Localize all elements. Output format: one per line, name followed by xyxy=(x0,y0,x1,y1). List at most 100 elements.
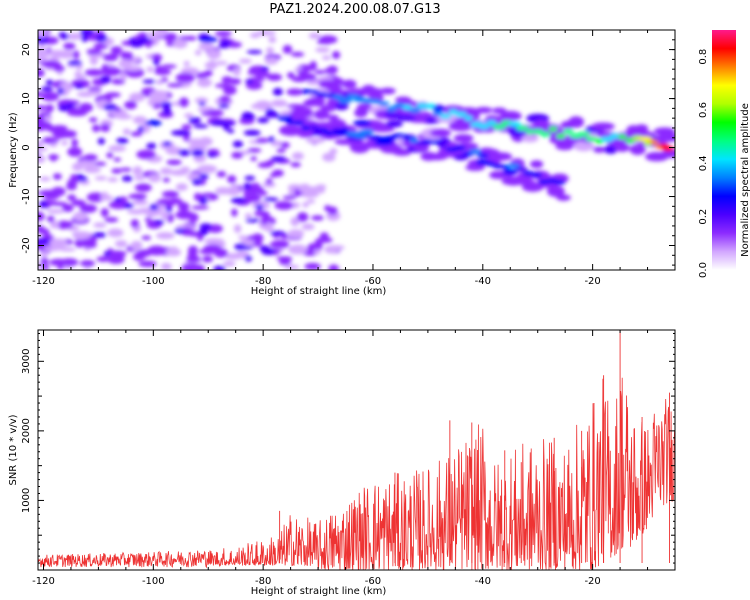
ridge-core xyxy=(625,138,635,144)
noise-speckle xyxy=(306,199,316,204)
noise-speckle-strong xyxy=(142,79,156,84)
ridge-core xyxy=(577,131,591,137)
noise-speckle xyxy=(136,149,156,160)
feature-blob xyxy=(311,129,325,136)
noise-speckle xyxy=(86,192,106,203)
noise-speckle xyxy=(132,116,147,125)
noise-speckle-strong xyxy=(270,156,287,162)
noise-speckle xyxy=(239,58,252,64)
noise-speckle xyxy=(198,42,214,51)
noise-speckle xyxy=(67,147,83,157)
ridge-core xyxy=(391,133,405,139)
heatmap-xtick-label: -20 xyxy=(584,276,600,287)
noise-speckle xyxy=(115,114,133,120)
noise-speckle xyxy=(38,115,45,125)
ridge-halo xyxy=(349,141,370,154)
noise-speckle-strong xyxy=(243,182,252,190)
noise-speckle xyxy=(86,48,102,55)
noise-speckle xyxy=(302,201,309,208)
noise-speckle xyxy=(255,137,270,143)
noise-speckle-strong xyxy=(38,37,50,44)
noise-speckle-strong xyxy=(237,245,253,251)
noise-speckle-strong xyxy=(146,142,157,150)
ridge-core xyxy=(548,126,558,132)
noise-speckle xyxy=(100,123,111,133)
noise-speckle xyxy=(147,97,156,107)
noise-speckle xyxy=(270,101,288,108)
snr-y-axis-label: SNR (10 * v/v) xyxy=(8,414,19,485)
noise-speckle xyxy=(148,174,162,183)
noise-speckle xyxy=(201,255,214,263)
noise-speckle xyxy=(168,197,183,205)
noise-speckle-strong xyxy=(92,232,107,238)
noise-speckle xyxy=(265,222,273,231)
noise-speckle xyxy=(114,240,128,248)
noise-speckle-strong xyxy=(229,78,242,85)
noise-speckle xyxy=(42,60,62,69)
noise-speckle xyxy=(91,124,101,133)
noise-speckle-strong xyxy=(76,173,84,180)
noise-speckle xyxy=(38,225,45,231)
ridge-halo xyxy=(326,83,342,93)
ridge-halo xyxy=(475,106,493,114)
noise-speckle xyxy=(67,110,88,117)
noise-speckle xyxy=(315,238,324,245)
noise-speckle xyxy=(119,167,132,172)
heatmap-ytick-label: 20 xyxy=(21,43,32,56)
noise-speckle xyxy=(282,195,297,200)
noise-speckle xyxy=(184,113,194,119)
noise-speckle xyxy=(231,208,238,217)
ridge-core xyxy=(346,93,360,99)
noise-speckle xyxy=(72,50,80,60)
noise-speckle xyxy=(71,138,79,147)
colorbar-label: Normalized spectral amplitude xyxy=(740,103,750,257)
noise-speckle xyxy=(54,220,74,230)
ridge-core xyxy=(308,124,319,130)
ridge-core xyxy=(508,121,522,127)
noise-speckle-strong xyxy=(178,149,191,157)
ridge-halo xyxy=(546,185,565,197)
ridge-core xyxy=(393,102,406,108)
noise-speckle-strong xyxy=(246,49,263,55)
noise-speckle xyxy=(46,209,65,214)
noise-speckle-strong xyxy=(193,124,209,129)
ridge-halo xyxy=(342,79,357,89)
noise-speckle xyxy=(262,181,276,188)
ridge-core xyxy=(432,110,443,116)
ridge-halo xyxy=(656,133,675,143)
noise-speckle-strong xyxy=(232,140,244,148)
noise-speckle-strong xyxy=(265,108,275,116)
ridge-halo xyxy=(499,110,522,122)
noise-speckle xyxy=(308,32,321,39)
noise-speckle xyxy=(321,55,332,61)
heatmap-ytick-label: 10 xyxy=(21,92,32,105)
noise-speckle xyxy=(160,64,177,69)
noise-speckle xyxy=(132,166,143,176)
ridge-halo xyxy=(429,128,452,138)
snr-frame xyxy=(37,329,676,571)
noise-speckle xyxy=(203,244,222,253)
noise-speckle xyxy=(71,199,86,207)
feature-blob xyxy=(210,120,229,127)
noise-speckle-strong xyxy=(198,196,208,205)
ridge-core xyxy=(486,120,497,126)
heatmap-ytick-label: -20 xyxy=(21,237,32,253)
ridge-halo xyxy=(522,183,544,192)
noise-speckle xyxy=(156,200,168,205)
ridge-halo xyxy=(312,95,325,107)
noise-speckle-strong xyxy=(67,60,82,66)
ridge-core xyxy=(585,136,598,142)
snr-xtick-label: -20 xyxy=(584,576,600,587)
ridge-core xyxy=(563,129,574,135)
ridge-core xyxy=(477,124,490,130)
noise-speckle-strong xyxy=(149,203,159,211)
noise-speckle-strong xyxy=(198,173,209,180)
ridge-core xyxy=(402,104,412,110)
noise-speckle xyxy=(101,191,109,200)
ridge-core xyxy=(440,140,449,146)
heatmap-y-axis-label: Frequency (Hz) xyxy=(8,112,19,188)
noise-speckle xyxy=(284,264,300,270)
noise-speckle xyxy=(93,222,107,228)
noise-speckle xyxy=(160,77,169,82)
